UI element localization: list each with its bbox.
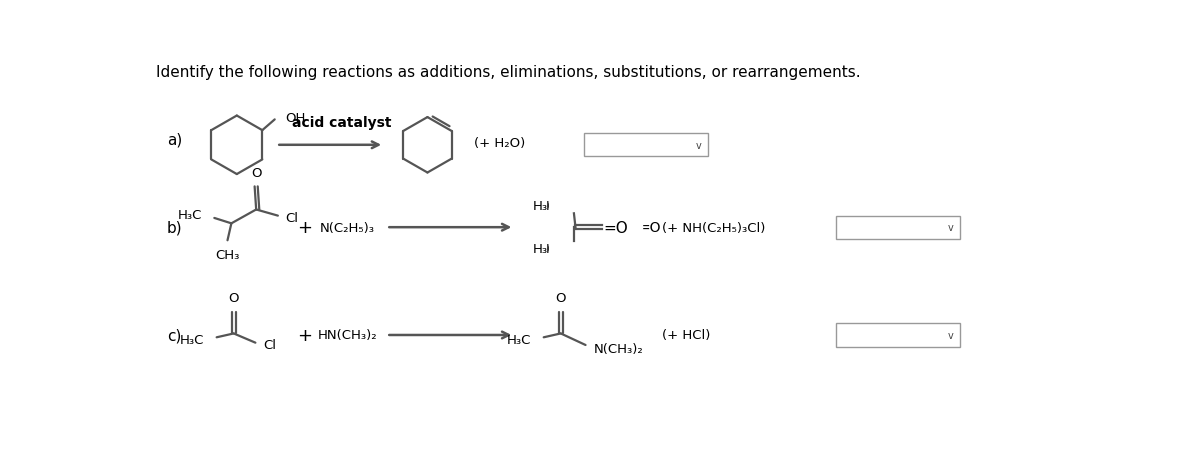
Text: H₃C: H₃C: [546, 200, 570, 213]
Bar: [550, 193, 642, 262]
Bar: [584, 134, 708, 157]
Text: (+ NH(C₂H₅)₃Cl): (+ NH(C₂H₅)₃Cl): [661, 221, 764, 234]
Bar: [836, 216, 960, 239]
Text: a): a): [167, 132, 182, 147]
Text: H₃C: H₃C: [180, 333, 204, 347]
Text: N(CH₃)₂: N(CH₃)₂: [593, 343, 643, 356]
Text: H₃C: H₃C: [506, 333, 532, 347]
Text: O: O: [228, 292, 239, 305]
Text: H₃C: H₃C: [546, 243, 570, 256]
Text: c): c): [167, 328, 181, 343]
Text: Identify the following reactions as additions, eliminations, substitutions, or r: Identify the following reactions as addi…: [156, 65, 860, 80]
Text: O: O: [251, 166, 262, 179]
Text: (+ H₂O): (+ H₂O): [474, 137, 526, 149]
Text: OH: OH: [284, 112, 305, 125]
Text: v: v: [948, 330, 954, 340]
Text: b): b): [167, 220, 182, 235]
Text: acid catalyst: acid catalyst: [293, 116, 392, 129]
Text: +: +: [298, 326, 312, 344]
Text: H₃C: H₃C: [533, 243, 557, 256]
Text: H₃C: H₃C: [533, 200, 557, 213]
Text: N(C₂H₅)₃: N(C₂H₅)₃: [320, 221, 376, 234]
Text: v: v: [948, 223, 954, 233]
Text: =O: =O: [604, 220, 628, 235]
Bar: [836, 324, 960, 347]
Text: H₃C: H₃C: [178, 208, 202, 221]
Text: O: O: [556, 292, 566, 305]
Text: v: v: [696, 140, 702, 150]
Text: Cl: Cl: [286, 212, 299, 225]
Text: (+ HCl): (+ HCl): [661, 329, 710, 342]
Text: Cl: Cl: [263, 339, 276, 352]
Text: HN(CH₃)₂: HN(CH₃)₂: [318, 329, 378, 342]
Text: =O: =O: [638, 221, 661, 235]
Text: CH₃: CH₃: [215, 248, 240, 261]
Text: +: +: [298, 218, 312, 237]
